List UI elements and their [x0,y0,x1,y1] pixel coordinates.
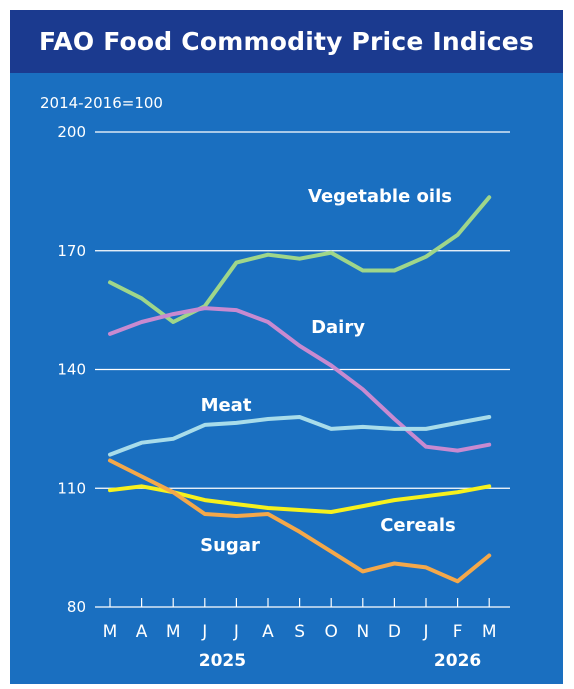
y-tick-label-140: 140 [57,361,86,379]
x-tick-label-1: A [136,622,148,642]
x-tick-label-2: M [166,622,181,642]
x-tick-label-7: O [325,622,338,642]
year-label-2025: 2025 [199,651,246,671]
x-tick-label-8: N [356,622,369,642]
y-tick-label-200: 200 [57,123,86,141]
x-tick-label-0: M [103,622,118,642]
y-tick-label-170: 170 [57,242,86,260]
x-tick-label-10: J [422,622,428,642]
base-period-note: 2014-2016=100 [40,94,163,112]
x-tick-label-3: J [201,622,207,642]
series-line-dairy [108,306,492,453]
title-bar: FAO Food Commodity Price Indices [10,10,563,73]
series-label-meat: Meat [201,395,252,416]
series-label-cereals: Cereals [380,515,456,536]
x-tick-label-4: J [233,622,239,642]
series-label-vegetable-oils: Vegetable oils [308,186,452,207]
series-line-sugar [108,458,492,584]
series-line-vegetable-oils [108,195,492,324]
y-tick-label-110: 110 [57,479,86,497]
x-tick-label-11: F [453,622,463,642]
x-tick-label-9: D [388,622,401,642]
year-label-2026: 2026 [434,651,481,671]
x-tick-label-6: S [294,622,305,642]
series-line-meat [108,415,492,457]
x-tick-label-12: M [482,622,497,642]
x-tick-label-5: A [262,622,274,642]
plot-background [10,73,563,684]
series-label-dairy: Dairy [311,317,365,338]
chart-frame: FAO Food Commodity Price Indices [10,10,563,684]
chart-title: FAO Food Commodity Price Indices [38,27,535,56]
series-label-sugar: Sugar [200,535,260,556]
y-tick-label-80: 80 [67,598,86,616]
